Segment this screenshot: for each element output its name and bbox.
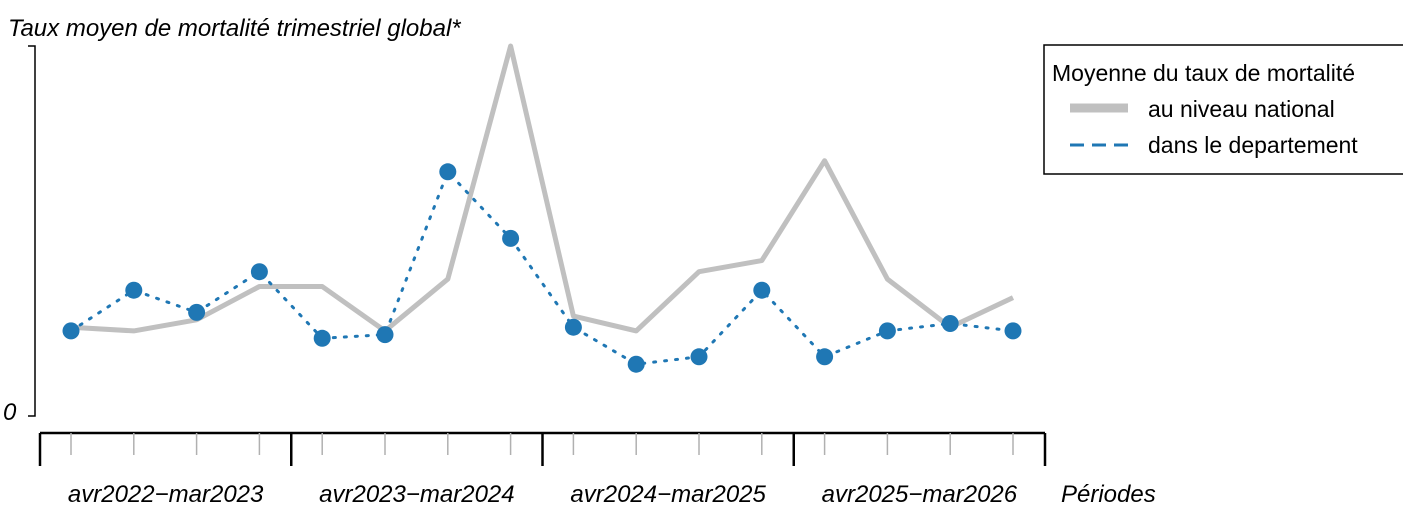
legend-entry-national: au niveau national	[1148, 96, 1335, 122]
axes: 0 avr2022−mar2023 avr2023−mar2024 avr2024−m…	[3, 45, 1047, 506]
data-point-departement	[439, 163, 457, 181]
data-point-departement	[941, 315, 959, 332]
data-point-departement	[125, 281, 143, 299]
x-period-label: avr2025−mar2026	[822, 481, 1018, 506]
x-period-label: avr2024−mar2025	[570, 481, 766, 506]
data-point-departement	[878, 322, 896, 340]
data-point-departement	[690, 348, 708, 366]
data-point-departement	[502, 229, 520, 247]
x-period-label: avr2022−mar2023	[68, 481, 264, 506]
chart-title: Taux moyen de mortalité trimestriel glob…	[8, 15, 461, 42]
legend-entry-departement: dans le departement	[1148, 132, 1358, 158]
data-point-departement	[188, 303, 206, 321]
data-point-departement	[627, 355, 645, 373]
y-tick-label: 0	[3, 399, 17, 426]
series-line-national	[70, 43, 1015, 334]
data-point-departement	[816, 348, 834, 366]
data-point-departement	[250, 263, 268, 281]
x-period-label: avr2023−mar2024	[319, 481, 514, 506]
data-point-departement	[1004, 322, 1022, 340]
y-axis-line	[28, 45, 36, 417]
legend-title: Moyenne du taux de mortalité	[1052, 60, 1355, 86]
data-point-departement	[753, 281, 771, 299]
series-layer	[62, 43, 1022, 373]
series-line-departement	[69, 169, 1015, 366]
legend: Moyenne du taux de mortalité au niveau n…	[1043, 44, 1403, 175]
data-point-departement	[376, 326, 394, 344]
data-point-departement	[313, 329, 331, 347]
data-point-departement	[62, 322, 80, 340]
x-axis-label: Périodes	[1061, 481, 1156, 506]
data-point-departement	[564, 318, 582, 336]
